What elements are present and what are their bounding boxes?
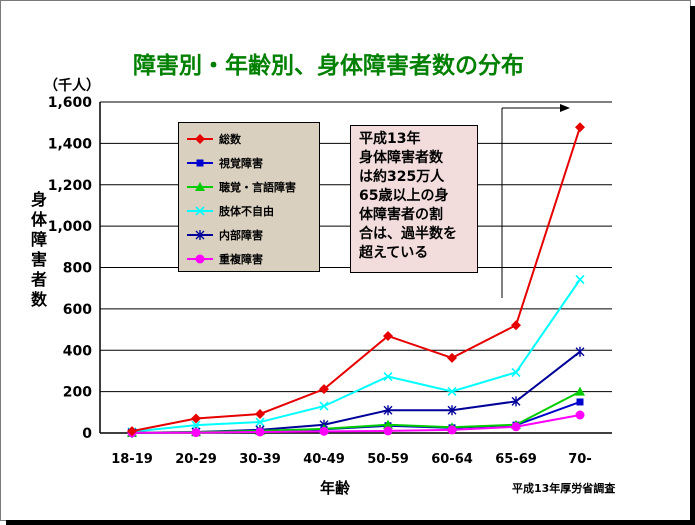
y-tick-label: 1,400 (48, 136, 93, 152)
data-point (383, 371, 393, 382)
data-point (447, 352, 457, 363)
y-axis-label: 身体障害者数 (30, 190, 47, 309)
data-point (447, 386, 457, 396)
data-point (255, 408, 265, 419)
data-point (255, 417, 265, 427)
y-tick-label: 800 (63, 261, 92, 277)
data-point (511, 320, 521, 331)
legend-swatch (187, 230, 213, 240)
series-line (131, 278, 581, 433)
x-tick-label: 60-64 (431, 452, 473, 467)
legend-marker (195, 206, 205, 216)
data-point (576, 398, 584, 406)
data-point (575, 386, 585, 396)
data-point (575, 274, 585, 285)
data-point (511, 367, 521, 377)
legend-marker (195, 134, 205, 144)
legend-label: 視覚障害 (219, 157, 263, 170)
legend-label: 重複障害 (219, 253, 263, 266)
legend-swatch (187, 206, 213, 216)
data-point (383, 419, 393, 429)
y-tick-label: 1,200 (48, 178, 93, 194)
data-point (191, 413, 201, 424)
legend-marker (195, 254, 205, 264)
y-tick-label: 200 (63, 385, 92, 401)
y-tick-label: 600 (63, 302, 92, 318)
x-tick-label: 65-69 (495, 452, 537, 467)
legend-item: 肢体不自由 (179, 201, 319, 221)
legend-swatch (187, 134, 213, 144)
data-point (319, 384, 329, 395)
data-point (575, 410, 585, 420)
legend-marker (195, 182, 205, 191)
x-tick-label: 70- (568, 452, 592, 467)
data-point (575, 122, 585, 133)
legend-label: 肢体不自由 (219, 205, 274, 218)
legend-item: 内部障害 (179, 225, 319, 245)
legend-item: 視覚障害 (179, 153, 319, 173)
x-tick-label: 40-49 (303, 452, 345, 467)
data-point (191, 420, 201, 430)
legend-item: 重複障害 (179, 249, 319, 269)
legend-item: 聴覚・言語障害 (179, 177, 319, 197)
legend-marker (195, 230, 205, 240)
x-tick-label: 50-59 (367, 452, 409, 467)
x-tick-label: 30-39 (239, 452, 281, 467)
legend-marker (196, 159, 204, 167)
data-point (511, 422, 521, 432)
x-tick-label: 20-29 (175, 452, 217, 467)
x-tick-label: 18-19 (111, 452, 153, 467)
data-point (191, 428, 201, 438)
data-point (319, 426, 329, 436)
source-note: 平成13年厚労省調査 (512, 482, 616, 495)
data-point (447, 425, 457, 435)
y-tick-label: 400 (63, 343, 92, 359)
data-point (127, 426, 137, 437)
data-point (575, 346, 585, 357)
y-tick-label: 1,000 (48, 219, 93, 235)
chart-title: 障害別・年齢別、身体障害者数の分布 (133, 53, 524, 79)
data-point (383, 330, 393, 341)
series-line (131, 126, 581, 433)
legend-swatch (187, 182, 213, 191)
legend-label: 内部障害 (219, 229, 263, 242)
annotation-box: 平成13年 身体障害者数 は約325万人 65歳以上の身 体障害者の割 合は、過… (350, 125, 478, 273)
legend-label: 聴覚・言語障害 (219, 181, 296, 194)
legend-item: 総数 (179, 129, 319, 149)
legend-swatch (187, 254, 213, 264)
y-tick-label: 1,600 (48, 95, 93, 111)
y-unit-label: （千人） (44, 78, 100, 94)
legend-label: 総数 (219, 133, 241, 146)
data-point (383, 405, 393, 416)
data-point (511, 396, 521, 407)
y-tick-label: 0 (82, 426, 92, 442)
annotation-arrow-head (560, 104, 570, 112)
data-point (319, 401, 329, 411)
legend: 総数視覚障害聴覚・言語障害 肢体不自由内部障害重複障害 (178, 122, 320, 272)
frame-shadow-right (690, 6, 695, 525)
frame-shadow-bottom (6, 520, 695, 525)
data-point (447, 405, 457, 416)
data-point (255, 427, 265, 437)
series-line (131, 414, 581, 434)
legend-swatch (187, 159, 213, 167)
x-axis-label: 年齢 (320, 479, 351, 497)
data-point (383, 426, 393, 436)
